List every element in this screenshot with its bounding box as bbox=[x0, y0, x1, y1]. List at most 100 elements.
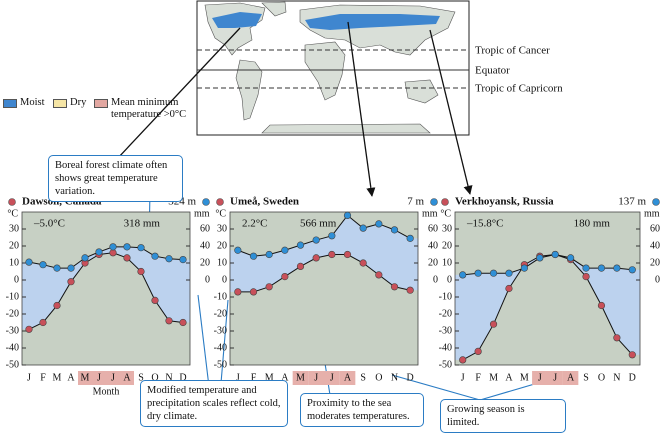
y2-tick-label: 40 bbox=[650, 240, 660, 251]
data-point bbox=[375, 220, 383, 228]
data-point bbox=[489, 320, 498, 328]
x-tick-label: M bbox=[81, 372, 90, 383]
x-tick-label: A bbox=[67, 372, 75, 383]
y-tick-label: 10 bbox=[217, 257, 227, 268]
data-point bbox=[474, 347, 482, 356]
x-tick-label: J bbox=[461, 372, 465, 383]
y2-tick-label: 60 bbox=[200, 223, 210, 234]
x-tick-label: S bbox=[138, 372, 144, 383]
y-tick-label: -30 bbox=[439, 325, 452, 336]
x-tick-label: J bbox=[330, 372, 334, 383]
data-point bbox=[459, 271, 467, 279]
data-point bbox=[328, 232, 336, 240]
data-point bbox=[123, 243, 131, 251]
data-point bbox=[165, 255, 173, 263]
growing-season-highlight bbox=[532, 371, 548, 385]
y-tick-label: -40 bbox=[214, 342, 227, 353]
data-point bbox=[137, 267, 145, 276]
world-map: Tropic of Cancer Equator Tropic of Capri… bbox=[196, 0, 563, 136]
x-tick-label: F bbox=[40, 372, 46, 383]
callout: Proximity to the sea moderates temperatu… bbox=[300, 393, 424, 427]
data-point bbox=[123, 254, 131, 262]
data-point bbox=[165, 317, 173, 325]
y-tick-label: -40 bbox=[6, 342, 19, 353]
arrow bbox=[429, 29, 473, 195]
data-point bbox=[265, 250, 273, 259]
arrow bbox=[347, 21, 376, 197]
data-point bbox=[39, 261, 47, 269]
y-tick-label: 20 bbox=[217, 240, 227, 251]
y-axis-label: °C bbox=[215, 208, 226, 219]
data-point bbox=[81, 254, 89, 262]
x-tick-label: N bbox=[165, 372, 172, 383]
legend-label: Dry bbox=[70, 97, 87, 108]
moist-area bbox=[230, 215, 418, 292]
moist-area bbox=[22, 246, 190, 330]
legend-dot bbox=[652, 198, 660, 206]
data-point bbox=[265, 283, 273, 291]
annual-precipitation: 180 mm bbox=[574, 218, 611, 230]
elevation: 7 m bbox=[407, 196, 424, 208]
map-label: Equator bbox=[475, 65, 510, 77]
x-tick-label: A bbox=[281, 372, 289, 383]
x-axis-label: Month bbox=[93, 386, 120, 397]
x-tick-label: M bbox=[489, 372, 498, 383]
x-tick-label: N bbox=[391, 372, 398, 383]
growing-season-highlight bbox=[92, 371, 106, 385]
y-tick-label: -10 bbox=[439, 291, 452, 302]
data-point bbox=[359, 259, 367, 267]
y2-tick-label: 40 bbox=[200, 240, 210, 251]
chart-title: Verkhoyansk, Russia bbox=[455, 196, 554, 208]
y-tick-label: -20 bbox=[214, 308, 227, 319]
data-point bbox=[359, 224, 367, 232]
data-point bbox=[474, 269, 482, 277]
x-tick-label: J bbox=[97, 372, 101, 383]
y-tick-label: 30 bbox=[442, 223, 452, 234]
data-point bbox=[249, 252, 258, 260]
data-point bbox=[551, 250, 559, 259]
growing-season-highlight bbox=[106, 371, 120, 385]
y-tick-label: -50 bbox=[214, 359, 227, 370]
x-tick-label: M bbox=[53, 372, 62, 383]
data-point bbox=[390, 226, 399, 234]
y-tick-label: -50 bbox=[6, 359, 19, 370]
data-point bbox=[406, 286, 414, 294]
legend-swatch bbox=[53, 99, 67, 108]
y2-tick-label: 0 bbox=[433, 274, 438, 285]
annual-precipitation: 318 mm bbox=[124, 218, 161, 230]
data-point bbox=[328, 250, 336, 259]
y-tick-label: 30 bbox=[217, 223, 227, 234]
x-tick-label: J bbox=[314, 372, 318, 383]
mean-temperature: –5.0°C bbox=[33, 218, 65, 230]
y-tick-label: -10 bbox=[214, 291, 227, 302]
data-point bbox=[582, 264, 590, 272]
y-tick-label: 0 bbox=[447, 274, 452, 285]
growing-season-highlight bbox=[78, 371, 92, 385]
data-point bbox=[459, 356, 467, 364]
legend-dot bbox=[441, 198, 449, 206]
y2-tick-label: 60 bbox=[428, 223, 438, 234]
x-tick-label: S bbox=[583, 372, 589, 383]
data-point bbox=[39, 318, 47, 327]
data-point bbox=[67, 278, 75, 286]
callout: Modified temperature and precipitation s… bbox=[140, 380, 288, 427]
growing-season-highlight bbox=[339, 371, 356, 385]
x-tick-label: J bbox=[236, 372, 240, 383]
data-point bbox=[296, 262, 305, 271]
x-tick-label: O bbox=[598, 372, 605, 383]
data-point bbox=[296, 241, 305, 249]
y-tick-label: -10 bbox=[6, 291, 19, 302]
x-tick-label: O bbox=[151, 372, 158, 383]
plot-frame bbox=[454, 211, 641, 366]
x-tick-label: S bbox=[360, 372, 366, 383]
y2-tick-label: 20 bbox=[200, 257, 210, 268]
data-point bbox=[281, 273, 289, 281]
y2-axis-label: mm bbox=[644, 208, 660, 219]
y-tick-label: 10 bbox=[9, 257, 19, 268]
growing-season-highlight bbox=[308, 371, 324, 385]
data-point bbox=[567, 254, 575, 262]
data-point bbox=[505, 269, 513, 277]
data-point bbox=[249, 288, 258, 296]
mean-temperature: 2.2°C bbox=[242, 218, 268, 230]
